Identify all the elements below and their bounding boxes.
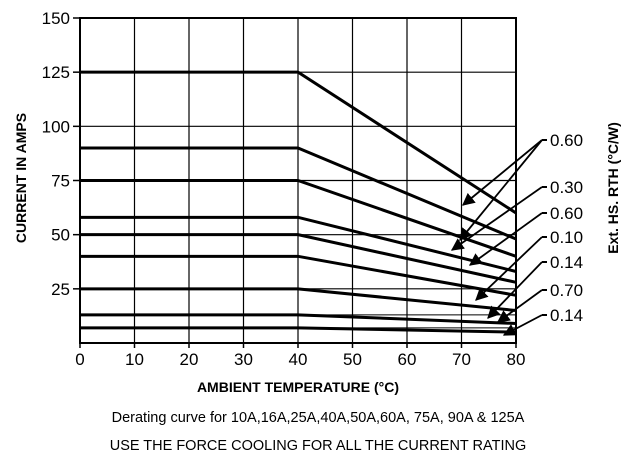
series-line: [80, 70, 517, 215]
rth-arrow: [475, 236, 543, 301]
rth-label: 0.60: [550, 131, 583, 150]
series-line: [80, 254, 517, 297]
series-line: [80, 179, 517, 258]
rth-arrow: [450, 186, 543, 251]
y-axis-label: CURRENT IN AMPS: [13, 113, 29, 243]
tick-labels: 0 10 20 30 40 50 60 70 80 25 50 75 100 125 150: [42, 9, 526, 369]
series-line: [80, 287, 517, 312]
rth-arrow: [502, 314, 543, 336]
rth-arrow: [487, 261, 543, 319]
rth-label: 0.10: [550, 228, 583, 247]
rth-label: 0.60: [550, 204, 583, 223]
rth-arrow: [468, 212, 543, 266]
rth-arrow: [462, 139, 543, 206]
x-tick-label: 20: [180, 350, 199, 369]
series-group: [80, 70, 517, 334]
rth-axis-label: Ext. HS. RTH (°C/W): [605, 122, 621, 254]
series-line: [80, 233, 517, 284]
y-tick-label: 125: [42, 63, 70, 82]
y-tick-label: 50: [51, 226, 70, 245]
series-line: [80, 326, 517, 334]
rth-label: 0.14: [550, 306, 583, 325]
x-tick-label: 30: [234, 350, 253, 369]
y-tick-label: 25: [51, 280, 70, 299]
x-tick-label: 60: [398, 350, 417, 369]
x-tick-label: 0: [75, 350, 84, 369]
rth-label: 0.70: [550, 281, 583, 300]
x-tick-label: 10: [125, 350, 144, 369]
x-tick-label: 80: [507, 350, 526, 369]
y-tick-label: 75: [51, 172, 70, 191]
caption-line-1: Derating curve for 10A,16A,25A,40A,50A,6…: [112, 410, 525, 426]
x-tick-label: 40: [289, 350, 308, 369]
axes: [73, 17, 517, 348]
series-line: [80, 313, 517, 325]
series-line: [80, 215, 517, 273]
x-tick-label: 70: [452, 350, 471, 369]
rth-arrow: [459, 139, 543, 241]
rth-annotations: 0.60 0.30 0.60 0.10 0.14 0.70 0.14: [450, 131, 583, 336]
rth-label: 0.30: [550, 178, 583, 197]
series-line: [80, 146, 517, 241]
caption-line-2: USE THE FORCE COOLING FOR ALL THE CURREN…: [110, 438, 527, 454]
rth-label: 0.14: [550, 253, 583, 272]
x-axis-label: AMBIENT TEMPERATURE (°C): [197, 379, 399, 395]
rth-arrow: [496, 289, 543, 323]
x-tick-label: 50: [343, 350, 362, 369]
y-tick-label: 150: [42, 9, 70, 28]
y-tick-label: 100: [42, 117, 70, 136]
